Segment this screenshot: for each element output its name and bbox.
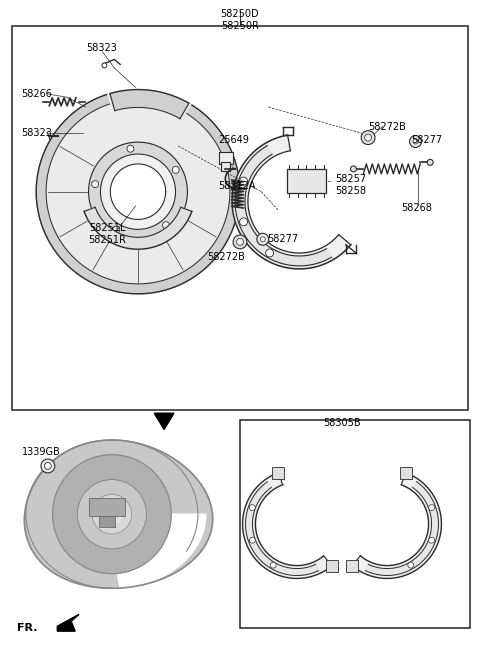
Circle shape	[427, 160, 433, 166]
FancyBboxPatch shape	[89, 498, 125, 516]
Circle shape	[250, 505, 255, 510]
Polygon shape	[352, 472, 442, 578]
Text: 58272B: 58272B	[368, 122, 406, 131]
Circle shape	[257, 233, 269, 245]
FancyBboxPatch shape	[221, 162, 230, 171]
Text: 58250D
58250R: 58250D 58250R	[221, 9, 259, 31]
Text: 58272B: 58272B	[207, 252, 245, 262]
FancyBboxPatch shape	[287, 170, 326, 193]
Circle shape	[409, 135, 421, 147]
FancyBboxPatch shape	[99, 516, 115, 528]
FancyBboxPatch shape	[273, 466, 284, 479]
Circle shape	[429, 505, 434, 510]
Circle shape	[113, 226, 120, 233]
Text: 58266: 58266	[21, 89, 52, 99]
Text: 58277: 58277	[267, 234, 299, 244]
Circle shape	[365, 134, 372, 141]
Polygon shape	[242, 472, 332, 578]
Circle shape	[413, 139, 418, 144]
Text: 58277: 58277	[411, 135, 442, 145]
Circle shape	[266, 249, 274, 257]
Text: 58251L
58251R: 58251L 58251R	[88, 223, 126, 245]
Circle shape	[270, 562, 276, 568]
Polygon shape	[57, 614, 79, 631]
Circle shape	[77, 480, 146, 549]
Polygon shape	[84, 208, 192, 249]
Bar	[240, 420, 470, 628]
FancyBboxPatch shape	[346, 560, 358, 572]
Polygon shape	[36, 95, 240, 294]
Circle shape	[41, 459, 55, 473]
Circle shape	[240, 218, 248, 226]
Text: 58312A: 58312A	[219, 181, 256, 191]
Circle shape	[172, 166, 179, 173]
Polygon shape	[110, 89, 189, 119]
Circle shape	[92, 494, 132, 534]
Polygon shape	[365, 482, 438, 576]
Polygon shape	[232, 135, 351, 269]
Circle shape	[92, 181, 98, 188]
Circle shape	[250, 537, 255, 543]
Polygon shape	[246, 482, 319, 576]
FancyBboxPatch shape	[326, 560, 338, 572]
Circle shape	[163, 221, 169, 229]
Text: 25649: 25649	[219, 135, 250, 145]
Circle shape	[350, 166, 357, 172]
Circle shape	[237, 238, 243, 245]
Circle shape	[102, 504, 122, 524]
Text: 1339GB: 1339GB	[22, 447, 60, 457]
FancyBboxPatch shape	[400, 466, 412, 479]
Polygon shape	[89, 142, 187, 241]
Circle shape	[53, 455, 171, 574]
Circle shape	[260, 237, 265, 242]
Circle shape	[361, 131, 375, 145]
Circle shape	[102, 63, 107, 68]
Text: 58268: 58268	[401, 203, 432, 213]
Circle shape	[408, 562, 414, 568]
Circle shape	[240, 177, 248, 185]
Circle shape	[233, 235, 247, 249]
Text: 58323: 58323	[21, 128, 52, 138]
Circle shape	[429, 537, 434, 543]
Bar	[12, 26, 468, 410]
Text: 58305B: 58305B	[323, 418, 361, 428]
FancyBboxPatch shape	[219, 152, 233, 164]
Text: 58323: 58323	[86, 43, 117, 53]
Text: FR.: FR.	[17, 623, 37, 633]
Polygon shape	[235, 146, 331, 266]
Circle shape	[44, 463, 51, 469]
Text: 58257
58258: 58257 58258	[335, 174, 366, 196]
Polygon shape	[110, 164, 166, 219]
Circle shape	[127, 145, 134, 152]
Polygon shape	[154, 413, 174, 430]
Polygon shape	[100, 154, 176, 229]
Polygon shape	[24, 440, 213, 588]
Polygon shape	[117, 514, 206, 588]
Polygon shape	[36, 95, 240, 294]
